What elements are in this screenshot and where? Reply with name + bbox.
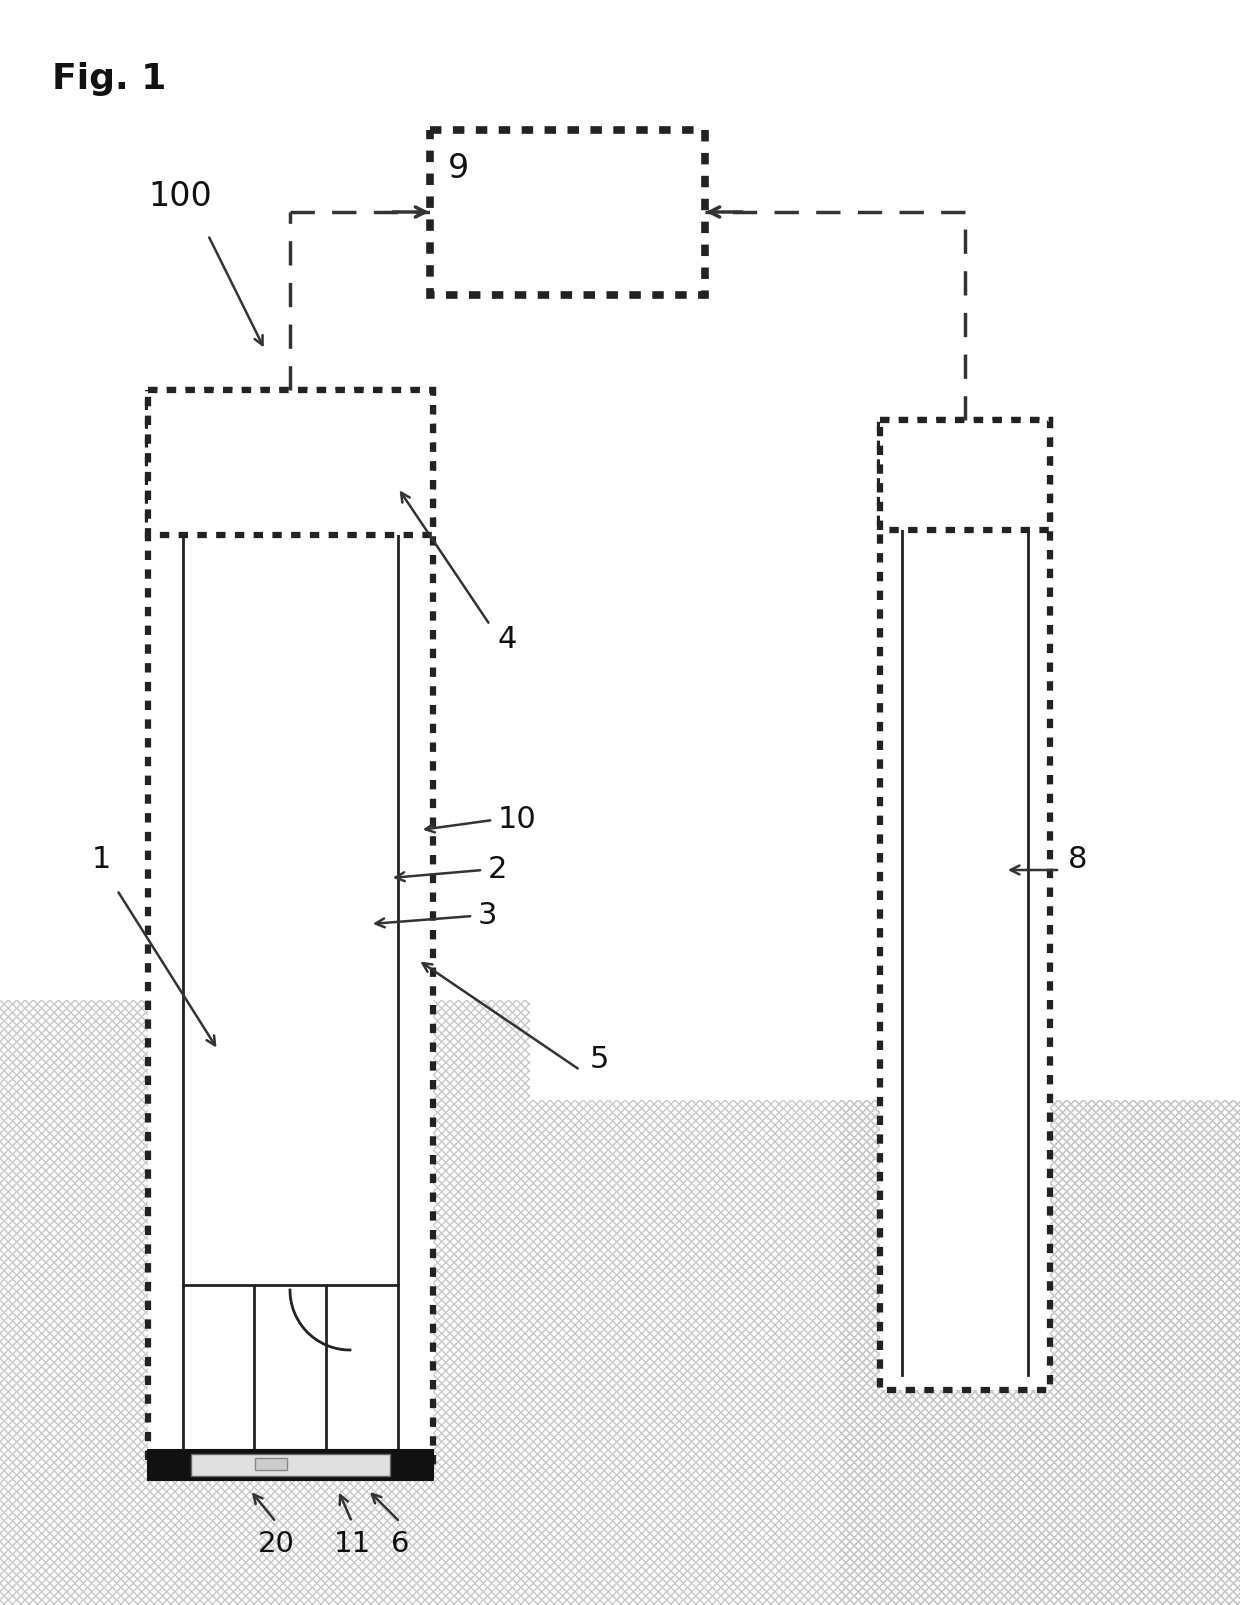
Bar bbox=[887, 425, 1044, 523]
Bar bbox=[255, 1457, 286, 1470]
Bar bbox=[191, 1454, 391, 1477]
Text: 3: 3 bbox=[477, 902, 497, 931]
Text: 5: 5 bbox=[590, 1045, 609, 1074]
Bar bbox=[839, 1099, 1240, 1605]
Bar bbox=[148, 390, 433, 534]
Bar bbox=[880, 421, 1050, 1390]
Text: 8: 8 bbox=[1068, 846, 1087, 875]
Bar bbox=[148, 390, 433, 1465]
Bar bbox=[880, 421, 1050, 530]
Text: 4: 4 bbox=[498, 626, 517, 655]
Text: 20: 20 bbox=[258, 1530, 294, 1558]
Bar bbox=[436, 136, 698, 287]
Bar bbox=[0, 1000, 529, 1605]
Bar bbox=[148, 1449, 433, 1480]
Text: 10: 10 bbox=[498, 806, 537, 835]
Bar bbox=[839, 1099, 1240, 1605]
Bar bbox=[529, 1099, 1240, 1605]
Text: 100: 100 bbox=[148, 180, 212, 213]
Bar bbox=[154, 396, 427, 530]
Bar bbox=[430, 130, 706, 295]
Text: 2: 2 bbox=[489, 855, 507, 884]
Text: 6: 6 bbox=[391, 1530, 409, 1558]
Bar bbox=[0, 1000, 529, 1605]
Text: 11: 11 bbox=[334, 1530, 371, 1558]
Text: Fig. 1: Fig. 1 bbox=[52, 63, 166, 96]
Text: 1: 1 bbox=[92, 846, 112, 875]
Text: 9: 9 bbox=[448, 152, 469, 185]
Bar bbox=[529, 1099, 1240, 1605]
